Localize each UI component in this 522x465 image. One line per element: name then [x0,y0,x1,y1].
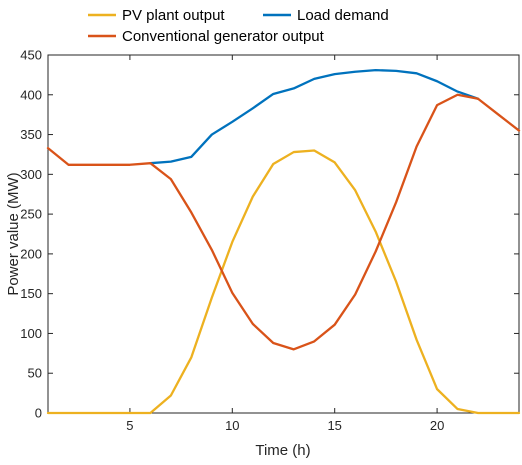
y-tick-label: 250 [20,207,42,222]
x-tick-label: 15 [327,418,341,433]
x-tick-label: 20 [430,418,444,433]
y-tick-label: 50 [28,366,42,381]
x-axis-label: Time (h) [255,442,310,459]
legend-label-pv: PV plant output [122,7,225,24]
series-line-conventional-generator-output [46,93,521,351]
x-axis: 5 10 15 20 [126,55,444,433]
y-tick-label: 350 [20,127,42,142]
y-tick-label: 150 [20,286,42,301]
y-axis-label: Power value (MW) [5,172,22,295]
plot-area [47,54,520,414]
y-tick-label: 450 [20,48,42,63]
legend-label-conventional: Conventional generator output [122,28,325,45]
legend-label-load: Load demand [297,7,389,24]
series-group [46,68,521,415]
y-tick-label: 0 [35,406,42,421]
series-line-pv-plant-output [46,149,521,415]
y-tick-label: 100 [20,326,42,341]
series-line-load-demand [149,68,480,165]
x-tick-label: 5 [126,418,133,433]
y-axis: 0 50 100 150 200 250 300 350 400 450 [20,48,519,421]
y-tick-label: 200 [20,246,42,261]
x-tick-label: 10 [225,418,239,433]
y-tick-label: 400 [20,87,42,102]
legend: PV plant output Load demand Conventional… [88,7,389,45]
y-tick-label: 300 [20,167,42,182]
